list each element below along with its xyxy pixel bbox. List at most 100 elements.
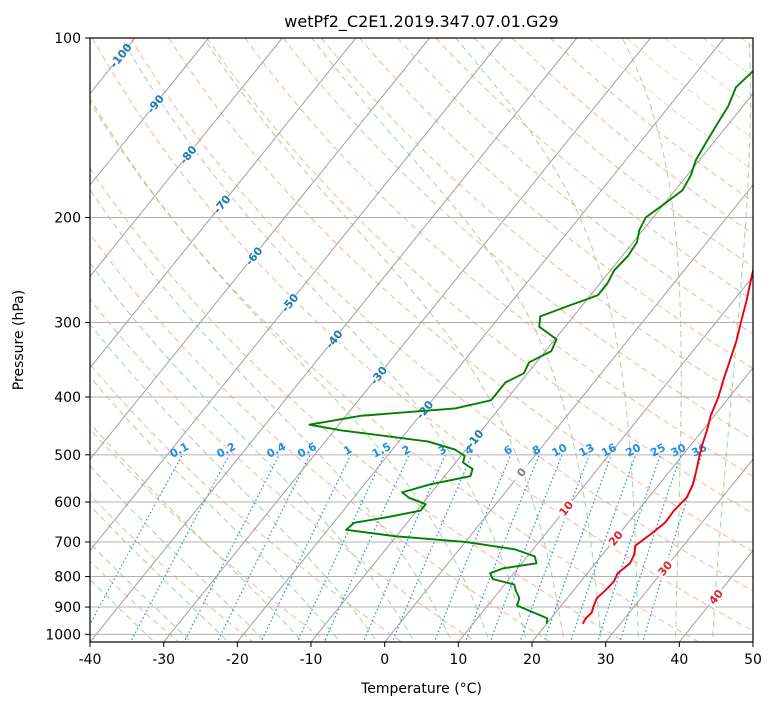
isotherm-label-bg [144,92,167,116]
mixing-ratio-line [391,454,473,642]
mixing-ratio-line [596,454,662,642]
dry-adiabat-line [90,494,255,642]
moist-adiabat-line [90,504,230,642]
y-tick-label: 700 [54,535,81,551]
isotherm-label-bg [278,291,301,315]
x-axis-label: Temperature (°C) [360,681,482,697]
isotherm-label-bg [323,327,345,351]
isotherm-line [457,275,753,642]
mixing-ratio-line [569,454,637,642]
mixing-ratio-line [619,454,682,642]
mixing-ratio-label: 20 [623,441,643,460]
isotherm-line [90,38,430,461]
moist-adiabat-line [90,578,156,642]
isotherm-line [90,38,357,369]
isotherm-line [90,38,209,186]
x-tick-label: -30 [152,652,175,668]
moist-adiabat-line [90,375,341,642]
moist-adiabat-line [621,38,682,642]
dry-adiabat-line [90,233,552,642]
dry-adiabat-line [91,38,753,632]
temperature-profile-line [581,266,753,625]
y-tick-label: 800 [54,570,81,586]
dry-adiabat-line [206,38,753,515]
mixing-ratio-line [90,454,183,626]
mixing-ratio-label: 30 [669,441,689,460]
dry-adiabat-line [90,428,329,642]
isotherm-label-bg [555,496,577,520]
x-tick-label: -10 [300,652,323,668]
dewpoint-profile-line [308,70,753,624]
sounding-profiles [308,70,753,625]
mixing-ratio-line [464,454,540,642]
isotherm-label-bg [654,556,676,580]
moist-adiabat-line [90,97,491,642]
mixing-ratio-lines [90,454,703,642]
x-tick-label: -40 [79,652,102,668]
isotherm-label-bg [367,363,390,387]
isotherm-label-bg [242,244,265,268]
x-tick-label: -20 [226,652,249,668]
isotherm-line [90,38,283,278]
moist-adiabat-line [90,465,267,642]
y-tick-label: 300 [54,316,81,332]
isotherm-line [310,92,753,642]
y-tick-label: 1000 [45,627,81,643]
isotherm-line [236,38,725,642]
isotherm-line [605,458,753,642]
x-tick-label: 20 [523,652,541,668]
mixing-ratio-label: 16 [599,441,619,460]
moist-adiabat-line [311,38,602,642]
isotherm-label-bg [413,398,436,422]
isotherm-label-bg [109,43,132,68]
x-tick-label: 0 [380,652,389,668]
y-tick-label: 200 [54,211,81,227]
isotherm-line [90,38,504,552]
dry-adiabat-line [90,100,701,642]
mixing-ratio-line [489,454,563,642]
y-tick-label: 400 [54,390,81,406]
y-axis-label: Pressure (hPa) [11,290,27,390]
y-tick-label: 100 [54,31,81,47]
mixing-ratio-label: 36 [689,441,709,460]
moist-adiabat-line [455,38,639,642]
isotherm-gridlines [90,38,753,642]
mixing-ratio-line [641,454,703,642]
isotherm-label-bg [463,427,486,451]
mixing-ratio-line [543,454,613,642]
y-tick-label: 900 [54,600,81,616]
dry-adiabat-line [130,38,753,592]
mixing-ratio-line [260,454,352,642]
isotherm-label-bg [604,526,627,550]
moist-adiabat-line [203,38,565,642]
dry-adiabat-line [359,38,753,370]
dry-adiabat-line [435,38,753,301]
mixing-ratio-line [129,454,230,642]
dry-adiabat-line [397,38,753,335]
moist-adiabat-line [90,542,193,642]
mixing-ratio-line [519,454,591,642]
y-axis-ticks: 100 200 300 400 500 600 700 800 900 1000 [45,31,90,643]
dry-adiabat-line [90,298,478,642]
chart-title: wetPf2_C2E1.2019.347.07.01.G29 [284,12,558,32]
moist-adiabat-line [90,323,378,642]
isotherm-line [163,38,651,642]
mixing-ratio-label: 13 [577,441,597,460]
mixing-ratio-label: 10 [550,441,570,460]
plot-frame [89,37,754,643]
isotherm-label-bg [704,585,727,609]
x-tick-label: 50 [744,652,762,668]
isotherm-label-bg [177,143,199,167]
mixing-ratio-line [433,454,512,642]
y-tick-label: 500 [54,448,81,464]
x-axis-ticks: -40 -30 -20 -10 0 10 20 30 40 50 [79,642,762,668]
isotherm-label-bg [210,192,233,216]
y-tick-label: 600 [54,495,81,511]
x-tick-label: 10 [449,652,467,668]
x-tick-label: 40 [670,652,688,668]
x-tick-label: 30 [597,652,615,668]
dry-adiabat-line [90,167,626,642]
isotherm-label-bg [510,460,533,484]
